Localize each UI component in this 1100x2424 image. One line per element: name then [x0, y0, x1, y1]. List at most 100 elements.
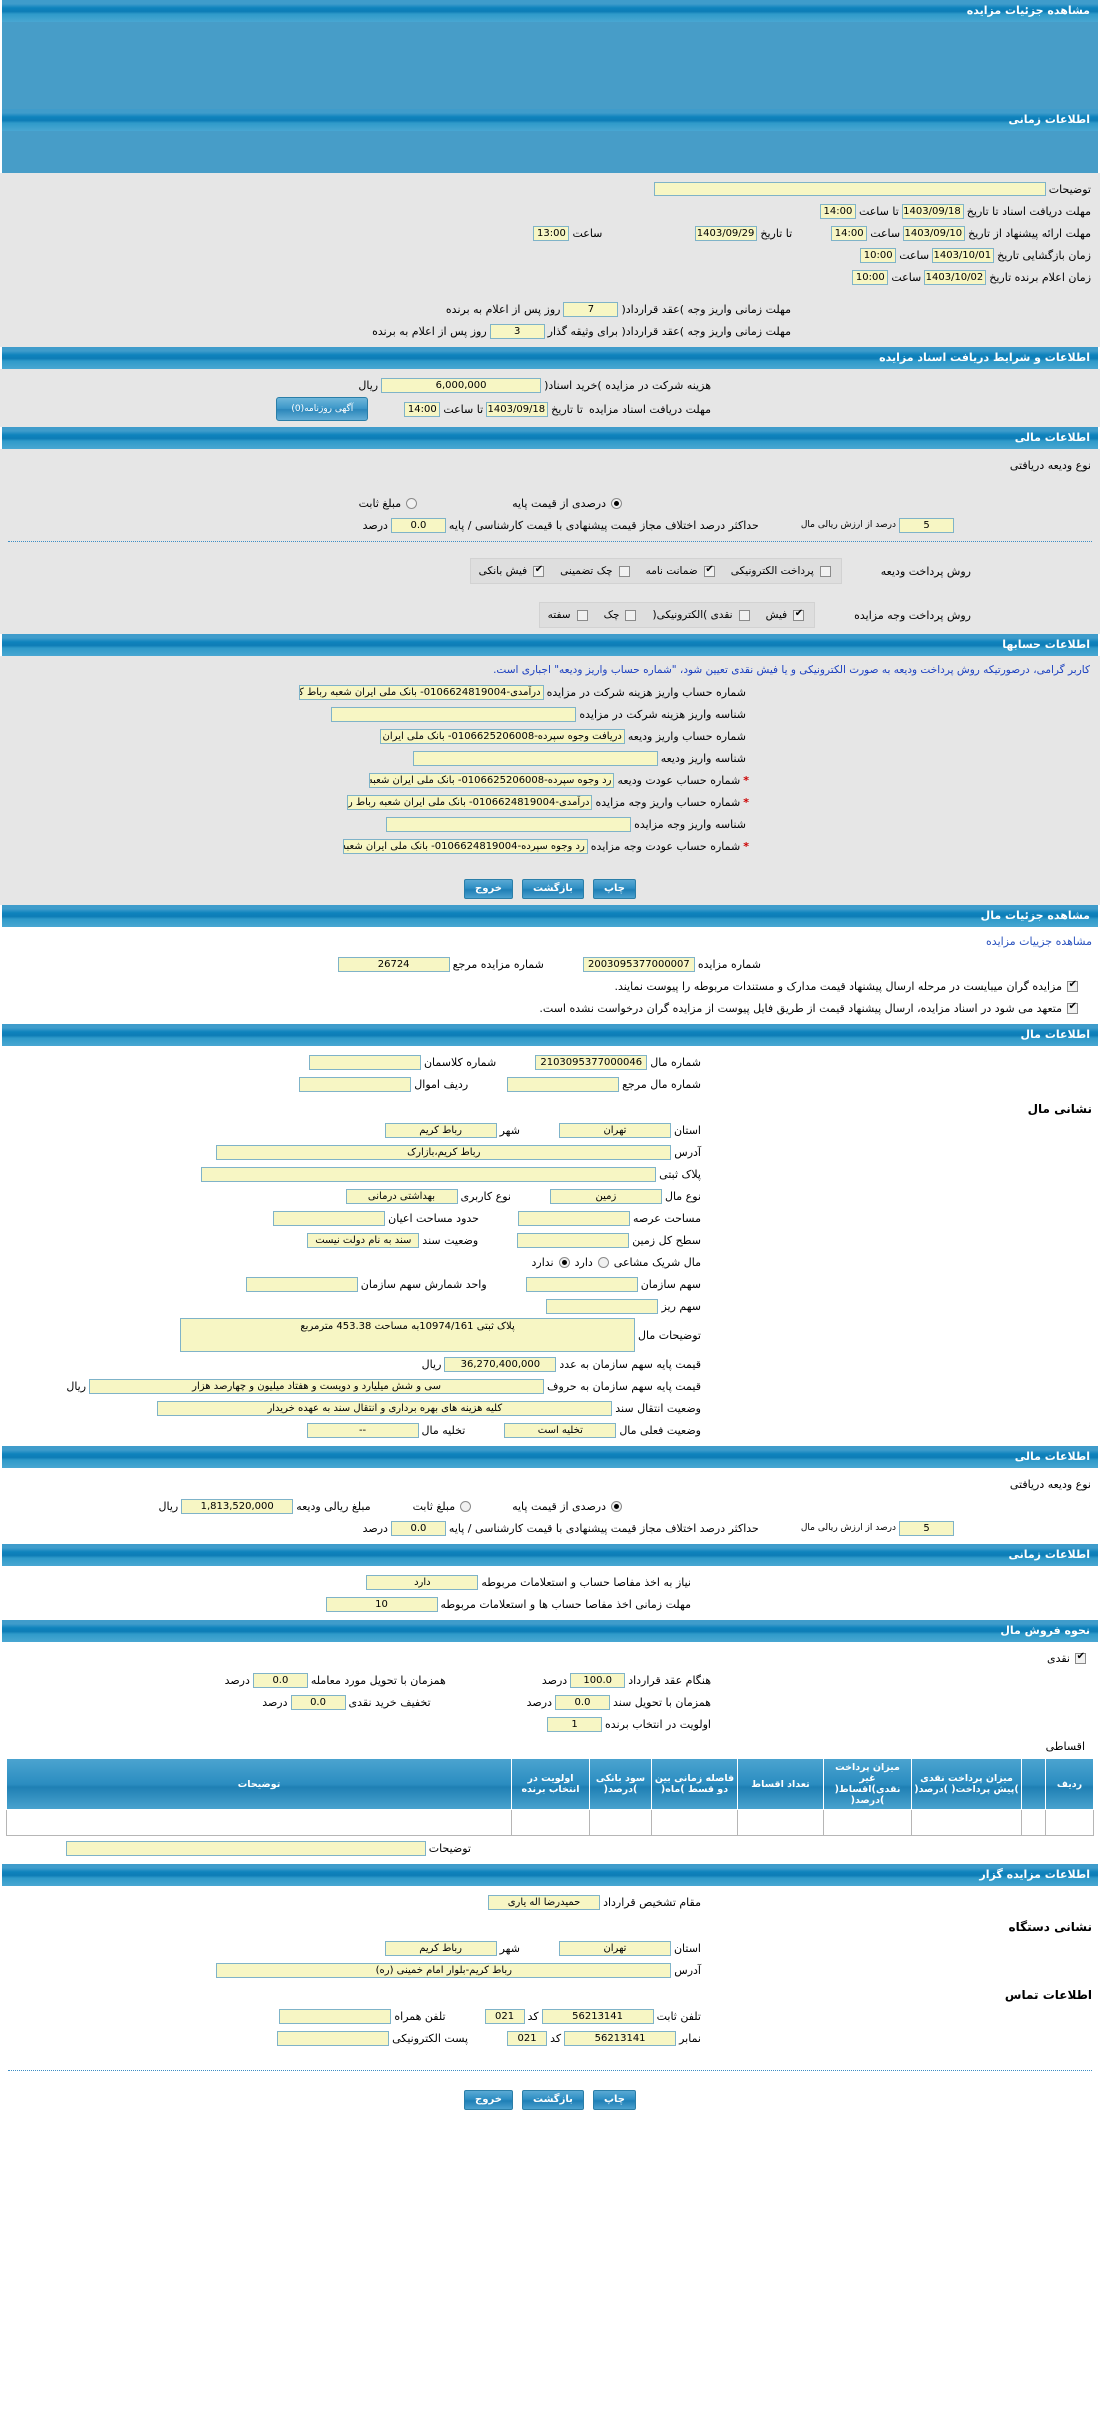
deposit-percent-value-2[interactable]: 5: [899, 1520, 954, 1536]
email-value[interactable]: [277, 2030, 390, 2046]
time-row-1-time[interactable]: 14:00: [831, 225, 868, 241]
org-province-value[interactable]: تهران: [558, 1940, 671, 1956]
radio-fixed-amount[interactable]: [406, 497, 418, 509]
asset-plate-value[interactable]: [201, 1166, 657, 1182]
asset-city-value[interactable]: رباط کریم: [384, 1122, 497, 1138]
base-price-value[interactable]: 36,270,400,000: [444, 1356, 557, 1372]
exit-button-bottom[interactable]: خروج: [464, 2090, 513, 2110]
ref-asset-number-value[interactable]: [507, 1076, 620, 1092]
time-row-1-date[interactable]: 1403/09/10: [903, 225, 966, 241]
asset-number-value[interactable]: 2103095377000046: [535, 1054, 648, 1070]
current-status-value[interactable]: تخلیه است: [504, 1422, 617, 1438]
checkbox-certified-check[interactable]: [618, 565, 630, 577]
usage-type-value[interactable]: بهداشتی درمانی: [345, 1188, 458, 1204]
radio-shared-yes[interactable]: [597, 1256, 609, 1268]
time-row-3-time[interactable]: 10:00: [852, 269, 889, 285]
payment-method-promissory[interactable]: سفته: [548, 609, 590, 621]
land-area-value[interactable]: [517, 1210, 630, 1226]
payment-deadline-collateral-value[interactable]: 3: [489, 323, 545, 339]
radio-percent-of-base-2[interactable]: [611, 1500, 622, 1512]
base-price-words-value[interactable]: سی و شش میلیارد و دویست و هفتاد میلیون و…: [89, 1378, 545, 1394]
clearance-deadline-value[interactable]: 10: [325, 1596, 438, 1612]
back-button-bottom[interactable]: بازگشت: [522, 2090, 584, 2110]
checkbox-cash-electronic[interactable]: [738, 609, 750, 621]
exit-button-top[interactable]: خروج: [464, 879, 513, 899]
payment-deadline-contract-value[interactable]: 7: [563, 301, 619, 317]
share-detail-value[interactable]: [546, 1298, 659, 1314]
deposit-percent-value[interactable]: 5: [899, 517, 954, 533]
print-button-bottom[interactable]: چاپ: [592, 2090, 636, 2110]
class-number-value[interactable]: [308, 1054, 421, 1070]
radio-shared-no[interactable]: [558, 1256, 570, 1268]
asset-province-value[interactable]: تهران: [558, 1122, 671, 1138]
back-button-top[interactable]: بازگشت: [522, 879, 584, 899]
org-share-value[interactable]: [525, 1276, 638, 1292]
time-descriptions-field[interactable]: [653, 182, 1046, 196]
time-row-3-date[interactable]: 1403/10/02: [924, 269, 987, 285]
payment-method-check[interactable]: چک: [604, 609, 639, 621]
asset-type-value[interactable]: زمین: [549, 1188, 662, 1204]
time-row-0-time[interactable]: 14:00: [819, 203, 856, 219]
account-row-0-value[interactable]: درآمدی-0106624819004- بانک ملی ایران شعب…: [298, 684, 544, 700]
transfer-status-value[interactable]: کلیه هزینه های بهره برداری و انتقال سند …: [157, 1400, 613, 1416]
account-row-6-value[interactable]: [386, 816, 632, 832]
org-address-value[interactable]: رباط کریم-بلوار امام خمینی (ره): [216, 1962, 672, 1978]
doc-deadline-date[interactable]: 1403/09/18: [486, 401, 549, 417]
max-diff-value[interactable]: 0.0: [390, 517, 446, 533]
radio-percent-of-base[interactable]: [611, 497, 622, 509]
building-area-value[interactable]: [273, 1210, 386, 1226]
at-delivery-doc-value[interactable]: 0.0: [554, 1694, 610, 1710]
cash-discount-value[interactable]: 0.0: [290, 1694, 346, 1710]
checkbox-no-file-request[interactable]: [1067, 1001, 1078, 1014]
phone-code-value[interactable]: 021: [484, 2008, 525, 2024]
winner-priority-value[interactable]: 1: [547, 1716, 603, 1732]
radio-fixed-amount-2[interactable]: [460, 1500, 472, 1512]
newspaper-ad-button[interactable]: آگهی روزنامه(0): [276, 397, 369, 421]
time-row-2-date[interactable]: 1403/10/01: [932, 247, 995, 263]
participation-cost-value[interactable]: 6,000,000: [381, 377, 542, 393]
account-row-2-value[interactable]: دریافت وجوه سپرده-0106625206008- بانک مل…: [379, 728, 625, 744]
checkbox-check[interactable]: [625, 609, 637, 621]
at-contract-value[interactable]: 100.0: [570, 1672, 626, 1688]
at-delivery-deal-value[interactable]: 0.0: [252, 1672, 308, 1688]
total-land-value[interactable]: [517, 1232, 630, 1248]
deposit-method-bank-receipt[interactable]: فیش بانکی: [479, 564, 547, 577]
fax-value[interactable]: 56213141: [564, 2030, 677, 2046]
payment-method-cash-electronic[interactable]: نقدی )الکترونیکی(: [652, 609, 751, 621]
view-auction-details-link[interactable]: مشاهده جزییات مزایده: [986, 935, 1092, 948]
account-row-7-value[interactable]: رد وجوه سپرده-0106624819004- بانک ملی ای…: [342, 838, 588, 854]
asset-row-value[interactable]: [299, 1076, 412, 1092]
vacate-value[interactable]: --: [306, 1422, 419, 1438]
account-row-3-value[interactable]: [412, 750, 658, 766]
deposit-method-electronic[interactable]: پرداخت الکترونیکی: [731, 565, 833, 577]
time-row-0-date[interactable]: 1403/09/18: [901, 203, 964, 219]
checkbox-cash-sale[interactable]: [1075, 1651, 1086, 1664]
account-row-1-value[interactable]: [331, 706, 577, 722]
checkbox-bank-receipt[interactable]: [533, 564, 545, 577]
share-count-value[interactable]: [245, 1276, 358, 1292]
time-row-1-to-time[interactable]: 13:00: [533, 225, 570, 241]
checkbox-guarantee-letter[interactable]: [703, 564, 715, 577]
asset-address-value[interactable]: رباط کریم،بازارک: [216, 1144, 672, 1160]
need-clearance-value[interactable]: دارد: [366, 1574, 479, 1590]
contract-authority-value[interactable]: حمیدرضا اله یاری: [488, 1894, 601, 1910]
account-row-5-value[interactable]: درآمدی-0106624819004- بانک ملی ایران شعب…: [347, 794, 593, 810]
ref-auction-number-value[interactable]: 26724: [337, 956, 450, 972]
doc-deadline-time[interactable]: 14:00: [404, 401, 441, 417]
checkbox-promissory-note[interactable]: [576, 609, 588, 621]
asset-description-value[interactable]: پلاک ثبتی 10974/161به مساحت 453.38 مترمر…: [180, 1318, 636, 1352]
print-button-top[interactable]: چاپ: [592, 879, 636, 899]
time-row-2-time[interactable]: 10:00: [860, 247, 897, 263]
sale-descriptions-value[interactable]: [65, 1840, 426, 1856]
deposit-amount-value[interactable]: 1,813,520,000: [181, 1498, 294, 1514]
doc-status-value[interactable]: سند به نام دولت نیست: [307, 1232, 420, 1248]
fax-code-value[interactable]: 021: [507, 2030, 548, 2046]
checkbox-attach-documents[interactable]: [1067, 979, 1078, 992]
checkbox-receipt[interactable]: [793, 608, 805, 621]
auction-number-value[interactable]: 2003095377000007: [582, 956, 695, 972]
checkbox-electronic-payment[interactable]: [819, 565, 831, 577]
account-row-4-value[interactable]: رد وجوه سپرده-0106625206008- بانک ملی ای…: [369, 772, 615, 788]
mobile-value[interactable]: [279, 2008, 392, 2024]
deposit-method-guarantee[interactable]: ضمانت نامه: [646, 564, 717, 577]
payment-method-receipt[interactable]: فیش: [766, 608, 807, 621]
